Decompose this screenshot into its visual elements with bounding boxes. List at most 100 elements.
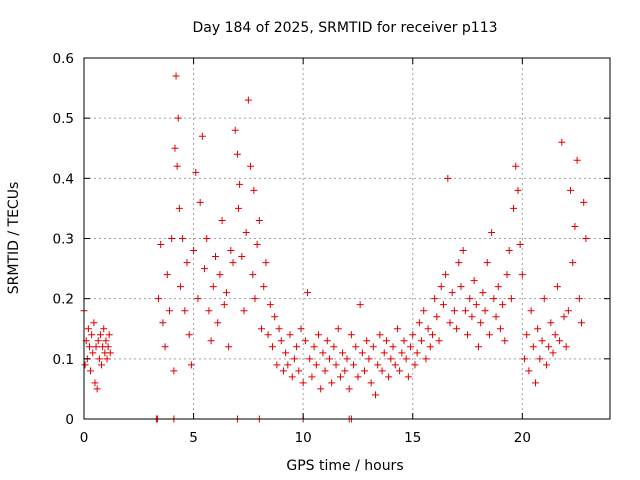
data-point [468,313,476,321]
data-point [233,150,241,158]
data-point [453,325,461,333]
data-point [551,331,559,339]
data-point [225,343,233,351]
y-tick-label: 0 [65,412,74,428]
data-point [415,319,423,327]
data-point [512,162,520,170]
grid-lines [84,58,610,419]
data-point [472,301,480,309]
y-tick-label: 0.1 [53,352,74,368]
data-point [95,355,103,363]
plot-frame [83,57,611,420]
data-point [172,72,180,80]
data-point [236,180,244,188]
data-point [104,343,112,351]
data-point [253,241,261,249]
data-point [242,228,250,236]
data-point [490,295,498,303]
data-point [288,373,296,381]
data-point [330,343,338,351]
data-point [290,355,298,363]
data-point [437,283,445,291]
data-point [161,343,169,351]
data-point [103,355,111,363]
data-point [336,373,344,381]
data-point [341,367,349,375]
data-point [240,307,248,315]
data-point [475,343,482,351]
data-point [271,313,279,321]
data-point [433,313,441,321]
data-point [255,216,263,224]
data-point [527,307,535,315]
data-point [308,373,316,381]
data-point [404,373,412,381]
data-point [365,355,373,363]
data-point [531,379,539,387]
data-point [525,367,533,375]
data-point [203,235,211,242]
data-point [284,361,292,369]
data-point [92,343,100,351]
data-point [262,259,270,267]
data-point [165,307,173,315]
data-point [435,337,443,345]
data-point [273,361,281,369]
y-tick-label: 0.4 [53,171,74,187]
data-point [534,325,542,333]
data-point [578,319,586,327]
data-point [380,349,388,357]
data-point [106,349,114,357]
data-point [494,283,502,291]
data-point [516,241,524,249]
data-point [459,247,467,255]
data-point [402,355,410,363]
data-point [371,391,379,399]
data-point [510,204,518,212]
data-point [422,355,430,363]
data-point [538,337,546,345]
data-point [501,337,509,345]
data-point [216,271,224,279]
data-point [488,228,496,236]
data-point [266,301,274,309]
data-point [334,325,342,333]
data-point [564,307,572,315]
data-point [304,289,312,297]
data-point [481,307,489,315]
data-point [275,325,283,333]
data-point [192,168,200,176]
data-point [536,355,544,363]
x-tick-label: 20 [514,430,531,446]
data-point [553,283,561,291]
data-point [363,337,371,345]
data-point [170,367,178,375]
data-point [496,325,504,333]
data-point [321,367,329,375]
data-point [198,132,206,140]
data-point [187,361,195,369]
data-point [317,385,325,393]
data-point [93,385,101,393]
data-point [569,259,577,267]
data-point [439,301,447,309]
data-point [345,385,353,393]
data-point [400,337,408,345]
data-point [185,331,193,339]
data-point [457,283,465,291]
data-point [323,337,331,345]
data-point [183,259,191,267]
data-point [556,337,564,345]
data-point [492,313,500,321]
data-point [407,343,415,351]
data-point [575,295,583,303]
data-point [426,343,434,351]
y-tick-label: 0.6 [53,51,74,67]
data-point [87,367,95,375]
data-point [350,361,358,369]
data-point [455,259,463,267]
data-point [391,361,399,369]
data-point [361,367,369,375]
data-point [461,307,469,315]
